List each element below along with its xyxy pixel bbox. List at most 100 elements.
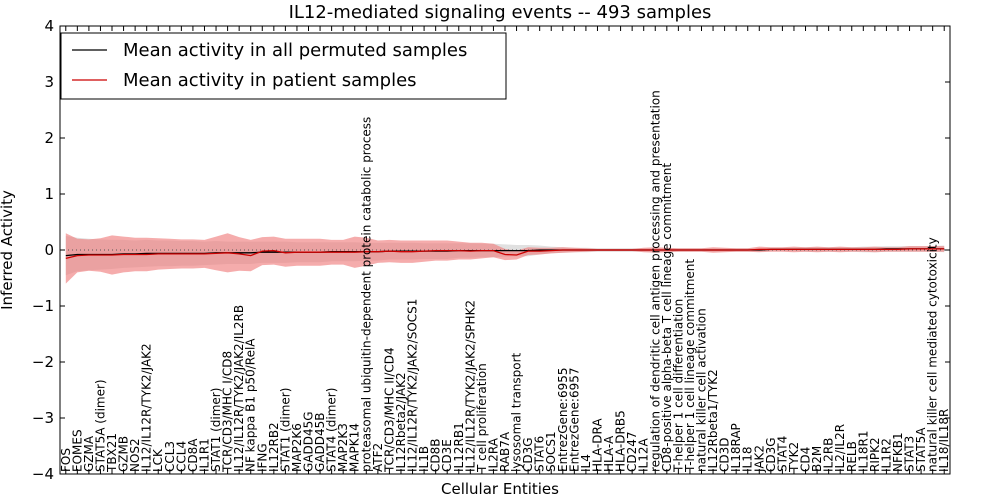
category-label: RAB7A [498, 431, 512, 472]
category-label: HLA-DRA [590, 418, 604, 472]
y-tick-label: 4 [44, 17, 54, 35]
category-label: IL12/IL12R/TYK2/JAK2/SOCS1 [406, 299, 420, 472]
category-label: JAK2 [752, 445, 766, 473]
category-label: CD247 [625, 431, 639, 472]
category-label: natural killer cell activation [694, 308, 708, 472]
category-label: STAT3 [903, 436, 917, 472]
category-label: regulation of dendritic cell antigen pro… [648, 90, 662, 472]
category-label: CD8B [429, 439, 443, 473]
series-lines [65, 248, 945, 260]
category-label: STAT6 [533, 436, 547, 472]
category-label: TCR/CD3/MHC I/CD8 [221, 351, 235, 473]
y-tick-label: 2 [44, 129, 54, 147]
chart-title: IL12-mediated signaling events -- 493 sa… [289, 2, 712, 23]
y-axis-label: Inferred Activity [0, 190, 16, 310]
y-tick-label: −4 [32, 465, 54, 483]
category-label: CD3D [718, 438, 732, 473]
category-label: LCK [151, 448, 165, 472]
category-label: STAT1 (dimer) [278, 388, 292, 472]
category-label: T cell proliferation [475, 363, 489, 473]
category-label: RIPK2 [868, 437, 882, 472]
category-label: T-helper 1 cell differentiation [671, 299, 685, 473]
category-label: NFKB1 [891, 432, 905, 472]
legend-box [60, 32, 507, 100]
y-tick-label: −3 [32, 409, 54, 427]
category-label: IL2RB [822, 438, 836, 472]
category-label: IL12/IL12R/TYK2/JAK2 [140, 343, 154, 472]
category-label: IL12RB2 [267, 422, 281, 472]
category-label: IFNG [255, 443, 269, 472]
y-axis-ticks: −4 −3 −2 −1 0 1 2 3 4 [32, 17, 950, 483]
category-label: IL12/IL12R/TYK2/JAK2/SPHK2 [463, 300, 477, 472]
category-label: CCL3 [163, 441, 177, 472]
y-tick-label: −1 [32, 297, 54, 315]
confidence-bands [65, 233, 945, 284]
category-label: GADD45B [313, 413, 327, 473]
category-label: MAPK14 [348, 423, 362, 472]
category-label: EOMES [70, 429, 84, 472]
y-tick-label: 3 [44, 73, 54, 91]
category-label: GZMA [82, 435, 96, 472]
category-label: TCR/CD3/MHC II/CD4 [382, 347, 396, 473]
category-label: NF kappa B1 p50/RelA [244, 338, 258, 472]
y-tick-label: 0 [44, 241, 54, 259]
category-label: IL18R1 [856, 431, 870, 472]
category-label: IL12Rbeta1/TYK2 [706, 369, 720, 472]
category-label: STAT5A (dimer) [93, 379, 107, 472]
category-label: IL1R1 [197, 438, 211, 472]
category-label: CD3G [764, 437, 778, 472]
category-label: IL18 [741, 447, 755, 473]
legend: Mean activity in all permuted samples Me… [60, 32, 507, 100]
category-label: GADD45G [302, 411, 316, 472]
category-label: natural killer cell mediated cytotoxicit… [926, 237, 940, 472]
plot-frame [59, 25, 951, 475]
category-label: CD3E [440, 439, 454, 472]
x-axis-label: Cellular Entities [441, 480, 559, 498]
category-label: IL12A [637, 438, 651, 472]
category-label: EntrezGene:6955 [556, 368, 570, 473]
category-label: T-helper 1 cell lineage commitment [683, 259, 697, 473]
band-patient [65, 233, 945, 284]
category-label: STAT5A [914, 427, 928, 472]
category-label: IL4 [579, 454, 593, 472]
category-label: IL2RA [486, 437, 500, 472]
category-label: TBX21 [105, 433, 119, 473]
category-label: B2M [810, 446, 824, 472]
category-label: STAT4 (dimer) [325, 388, 339, 472]
y-tick-label: −2 [32, 353, 54, 371]
category-label: IL18RAP [729, 423, 743, 472]
category-label: CD3G [521, 437, 535, 472]
category-label: RELB [845, 441, 859, 472]
category-label: CCL4 [174, 441, 188, 472]
category-label: ATF2 [371, 443, 385, 472]
category-label: STAT1 (dimer) [209, 388, 223, 472]
category-label: TYK2 [787, 442, 801, 473]
legend-label-patient: Mean activity in patient samples [123, 70, 417, 91]
x-axis-ticks [65, 26, 945, 474]
category-label: HLA-A [602, 435, 616, 472]
category-label: STAT4 [775, 436, 789, 472]
category-label: IL12/IL12R/TYK2/JAK2/IL2RB [232, 305, 246, 472]
category-label: CD4 [799, 447, 813, 472]
category-label: MAP2K3 [336, 423, 350, 472]
category-label: GZMB [117, 436, 131, 472]
category-label: proteasomal ubiquitin-dependent protein … [359, 117, 373, 472]
category-label: lysosomal transport [510, 352, 524, 472]
category-label: IL1B [417, 446, 431, 472]
category-label: FOS [59, 448, 73, 472]
category-label: HLA-DRB5 [614, 410, 628, 472]
category-label: SOCS1 [544, 431, 558, 472]
legend-label-permuted: Mean activity in all permuted samples [123, 40, 467, 61]
series-line-patient [65, 248, 945, 260]
category-label: IL12RB1 [452, 422, 466, 472]
category-label: IL1R2 [879, 438, 893, 472]
category-label: IL2/IL2R [833, 424, 847, 472]
category-label: IL18/IL18R [937, 409, 951, 472]
category-label: EntrezGene:6957 [567, 368, 581, 473]
category-label: CD8A [186, 438, 200, 472]
category-label: NOS2 [128, 438, 142, 472]
category-label: MAP2K6 [290, 423, 304, 472]
category-label: IL12Rbeta2/JAK2 [394, 372, 408, 472]
